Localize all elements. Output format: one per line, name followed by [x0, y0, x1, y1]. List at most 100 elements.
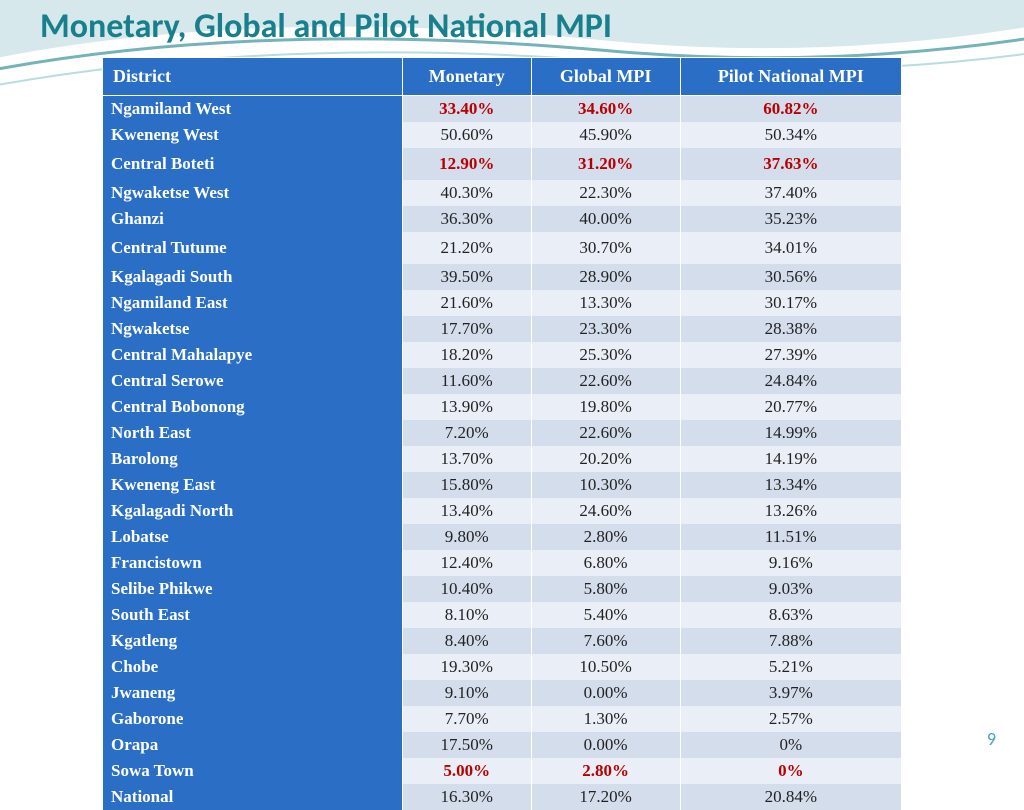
table-row: Kgatleng8.40%7.60%7.88%	[103, 628, 902, 654]
cell-district: Barolong	[103, 446, 403, 472]
table-row: Gaborone7.70%1.30%2.57%	[103, 706, 902, 732]
table-row: Kgalagadi North13.40%24.60%13.26%	[103, 498, 902, 524]
table-row: Jwaneng9.10%0.00%3.97%	[103, 680, 902, 706]
table-row: South East8.10%5.40%8.63%	[103, 602, 902, 628]
cell-global: 7.60%	[531, 628, 680, 654]
cell-monetary: 13.70%	[403, 446, 532, 472]
table-row: Central Tutume21.20%30.70%34.01%	[103, 232, 902, 264]
cell-pilot: 9.03%	[680, 576, 901, 602]
cell-global: 40.00%	[531, 206, 680, 232]
cell-global: 28.90%	[531, 264, 680, 290]
cell-district: National	[103, 784, 403, 810]
cell-pilot: 13.26%	[680, 498, 901, 524]
cell-global: 45.90%	[531, 122, 680, 148]
page-number: 9	[987, 728, 996, 750]
cell-pilot: 9.16%	[680, 550, 901, 576]
cell-pilot: 30.17%	[680, 290, 901, 316]
cell-global: 30.70%	[531, 232, 680, 264]
table-row: Central Serowe11.60%22.60%24.84%	[103, 368, 902, 394]
cell-global: 25.30%	[531, 342, 680, 368]
cell-pilot: 35.23%	[680, 206, 901, 232]
cell-pilot: 37.40%	[680, 180, 901, 206]
cell-monetary: 11.60%	[403, 368, 532, 394]
cell-global: 6.80%	[531, 550, 680, 576]
table-row: Kgalagadi South39.50%28.90%30.56%	[103, 264, 902, 290]
cell-district: Jwaneng	[103, 680, 403, 706]
cell-pilot: 24.84%	[680, 368, 901, 394]
cell-global: 2.80%	[531, 758, 680, 784]
table-row: Central Bobonong13.90%19.80%20.77%	[103, 394, 902, 420]
cell-pilot: 20.84%	[680, 784, 901, 810]
cell-global: 19.80%	[531, 394, 680, 420]
cell-district: Ghanzi	[103, 206, 403, 232]
cell-pilot: 8.63%	[680, 602, 901, 628]
cell-monetary: 39.50%	[403, 264, 532, 290]
cell-monetary: 13.90%	[403, 394, 532, 420]
table-row: Ghanzi36.30%40.00%35.23%	[103, 206, 902, 232]
cell-pilot: 7.88%	[680, 628, 901, 654]
cell-global: 22.60%	[531, 368, 680, 394]
table-row: Central Boteti12.90%31.20%37.63%	[103, 148, 902, 180]
cell-global: 24.60%	[531, 498, 680, 524]
table-row: Barolong13.70%20.20%14.19%	[103, 446, 902, 472]
cell-pilot: 37.63%	[680, 148, 901, 180]
cell-global: 31.20%	[531, 148, 680, 180]
cell-pilot: 0%	[680, 732, 901, 758]
cell-district: Central Serowe	[103, 368, 403, 394]
col-monetary: Monetary	[403, 58, 532, 96]
cell-monetary: 50.60%	[403, 122, 532, 148]
cell-district: South East	[103, 602, 403, 628]
table-row: Central Mahalapye18.20%25.30%27.39%	[103, 342, 902, 368]
table-row: Kweneng West50.60%45.90%50.34%	[103, 122, 902, 148]
cell-pilot: 2.57%	[680, 706, 901, 732]
cell-pilot: 20.77%	[680, 394, 901, 420]
cell-monetary: 40.30%	[403, 180, 532, 206]
mpi-table-container: District Monetary Global MPI Pilot Natio…	[102, 57, 902, 810]
cell-global: 13.30%	[531, 290, 680, 316]
cell-pilot: 30.56%	[680, 264, 901, 290]
cell-district: Central Bobonong	[103, 394, 403, 420]
cell-pilot: 28.38%	[680, 316, 901, 342]
cell-pilot: 50.34%	[680, 122, 901, 148]
cell-pilot: 5.21%	[680, 654, 901, 680]
cell-district: Central Mahalapye	[103, 342, 403, 368]
cell-monetary: 7.70%	[403, 706, 532, 732]
cell-pilot: 11.51%	[680, 524, 901, 550]
cell-global: 5.80%	[531, 576, 680, 602]
cell-monetary: 16.30%	[403, 784, 532, 810]
cell-global: 0.00%	[531, 680, 680, 706]
table-row: National16.30%17.20%20.84%	[103, 784, 902, 810]
cell-pilot: 34.01%	[680, 232, 901, 264]
slide-title: Monetary, Global and Pilot National MPI	[0, 0, 1024, 57]
table-row: Chobe19.30%10.50%5.21%	[103, 654, 902, 680]
cell-monetary: 18.20%	[403, 342, 532, 368]
col-global: Global MPI	[531, 58, 680, 96]
cell-monetary: 19.30%	[403, 654, 532, 680]
cell-district: Selibe Phikwe	[103, 576, 403, 602]
cell-monetary: 13.40%	[403, 498, 532, 524]
cell-monetary: 17.50%	[403, 732, 532, 758]
cell-monetary: 5.00%	[403, 758, 532, 784]
cell-monetary: 21.20%	[403, 232, 532, 264]
cell-pilot: 3.97%	[680, 680, 901, 706]
cell-pilot: 60.82%	[680, 96, 901, 123]
cell-monetary: 17.70%	[403, 316, 532, 342]
cell-district: Lobatse	[103, 524, 403, 550]
table-row: Francistown12.40%6.80%9.16%	[103, 550, 902, 576]
table-row: Ngamiland West33.40%34.60%60.82%	[103, 96, 902, 123]
cell-global: 10.50%	[531, 654, 680, 680]
cell-district: Ngamiland East	[103, 290, 403, 316]
cell-global: 1.30%	[531, 706, 680, 732]
cell-district: Central Boteti	[103, 148, 403, 180]
cell-monetary: 7.20%	[403, 420, 532, 446]
table-row: Kweneng East15.80%10.30%13.34%	[103, 472, 902, 498]
cell-district: Ngwaketse	[103, 316, 403, 342]
cell-pilot: 14.99%	[680, 420, 901, 446]
cell-district: Gaborone	[103, 706, 403, 732]
cell-global: 34.60%	[531, 96, 680, 123]
cell-monetary: 33.40%	[403, 96, 532, 123]
cell-monetary: 8.10%	[403, 602, 532, 628]
cell-district: Kgatleng	[103, 628, 403, 654]
cell-global: 10.30%	[531, 472, 680, 498]
cell-monetary: 21.60%	[403, 290, 532, 316]
